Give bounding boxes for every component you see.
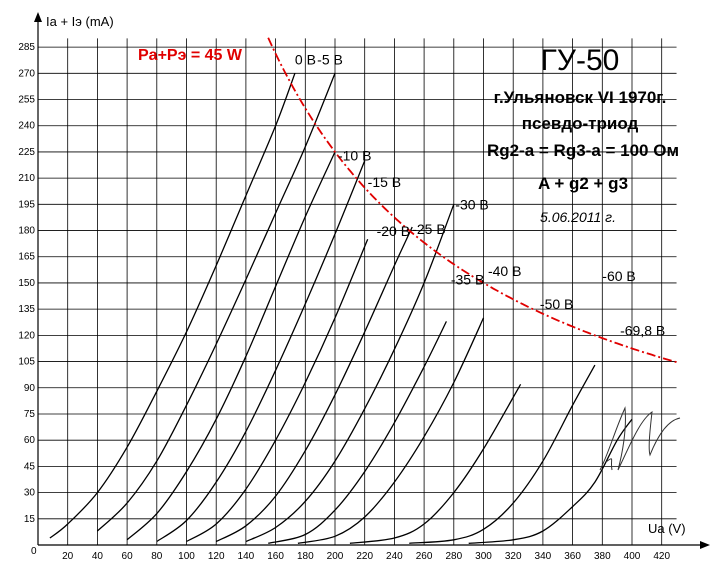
info-line-1: г.Ульяновск VI 1970г. xyxy=(494,88,667,107)
x-tick-label: 160 xyxy=(267,551,284,562)
y-axis-title: Ia + Iэ (mA) xyxy=(46,14,114,29)
x-tick-label: 20 xyxy=(62,551,74,562)
series-label: -69,8 В xyxy=(620,322,665,338)
series-line xyxy=(268,321,447,544)
x-tick-label: 320 xyxy=(505,551,522,562)
x-tick-label: 380 xyxy=(594,551,611,562)
curve-labels: 0 В -5 В -10 В -15 В -20 В -25 В -30 В -35 В-40… xyxy=(295,52,665,339)
series-line xyxy=(156,160,366,543)
x-tick-label: 260 xyxy=(416,551,433,562)
series-label: -40 В xyxy=(488,263,521,279)
info-line-4: A + g2 + g3 xyxy=(538,174,628,193)
y-tick-label: 210 xyxy=(18,173,35,184)
series-line xyxy=(215,226,413,543)
y-tick-label: 225 xyxy=(18,147,35,158)
origin-label: 0 xyxy=(31,546,37,557)
y-tick-label: 45 xyxy=(24,461,36,472)
info-line-2: псевдо-триод xyxy=(522,114,639,133)
x-tick-label: 120 xyxy=(208,551,225,562)
x-axis-arrow xyxy=(700,541,710,549)
y-tick-label: 75 xyxy=(24,409,36,420)
x-tick-label: 220 xyxy=(356,551,373,562)
series-label: -25 В xyxy=(412,221,445,237)
series-line xyxy=(49,73,296,539)
x-tick-label: 400 xyxy=(624,551,641,562)
y-tick-label: 15 xyxy=(24,514,36,525)
info-line-3: Rg2-a = Rg3-a = 100 Ом xyxy=(487,141,679,160)
axes xyxy=(34,12,710,549)
series-line xyxy=(349,383,522,544)
curves xyxy=(49,73,633,544)
tick-labels: 20 40 60 80 100 120 140 160 180 200 220 240 260 280 30… xyxy=(18,42,670,562)
series-label: -15 В xyxy=(368,174,401,190)
x-tick-label: 200 xyxy=(327,551,344,562)
x-tick-label: 280 xyxy=(445,551,462,562)
series-label: -50 В xyxy=(540,296,573,312)
series-label: -60 В xyxy=(602,268,635,284)
y-tick-label: 195 xyxy=(18,199,35,210)
series-label: -30 В xyxy=(455,197,488,213)
series-line xyxy=(96,73,336,532)
x-axis-title: Ua (V) xyxy=(648,521,686,536)
x-tick-label: 60 xyxy=(122,551,134,562)
series-label: 0 В xyxy=(295,52,316,68)
series-line xyxy=(297,317,485,544)
y-tick-label: 90 xyxy=(24,383,36,394)
y-tick-label: 30 xyxy=(24,488,36,499)
y-tick-label: 135 xyxy=(18,304,35,315)
series-line xyxy=(409,364,596,544)
series-label: -10 В xyxy=(338,148,371,164)
y-tick-label: 105 xyxy=(18,357,35,368)
power-limit-line xyxy=(267,37,677,364)
series-label: -5 В xyxy=(317,52,343,68)
series-line xyxy=(245,204,455,543)
y-tick-label: 150 xyxy=(18,278,35,289)
x-tick-label: 240 xyxy=(386,551,403,562)
date-note: 5.06.2011 г. xyxy=(540,209,616,225)
power-limit-curve xyxy=(267,37,677,364)
y-tick-label: 255 xyxy=(18,95,35,106)
x-tick-label: 420 xyxy=(653,551,670,562)
x-tick-label: 40 xyxy=(92,551,104,562)
x-tick-label: 140 xyxy=(238,551,255,562)
grid xyxy=(38,38,677,545)
x-tick-label: 360 xyxy=(564,551,581,562)
y-tick-label: 240 xyxy=(18,121,35,132)
series-label: -35 В xyxy=(451,272,484,288)
y-tick-label: 60 xyxy=(24,435,36,446)
signature-mark xyxy=(599,406,681,471)
series-line xyxy=(186,239,369,543)
x-tick-label: 340 xyxy=(535,551,552,562)
x-tick-label: 80 xyxy=(151,551,163,562)
series-label: -20 В xyxy=(377,223,410,239)
y-tick-label: 285 xyxy=(18,42,35,53)
series-line xyxy=(468,418,633,544)
y-tick-label: 120 xyxy=(18,330,35,341)
x-tick-label: 180 xyxy=(297,551,314,562)
chart-title: ГУ-50 xyxy=(541,44,620,77)
x-tick-label: 300 xyxy=(475,551,492,562)
y-tick-label: 270 xyxy=(18,68,35,79)
y-axis-arrow xyxy=(34,12,42,22)
x-tick-label: 100 xyxy=(178,551,195,562)
series-line xyxy=(126,151,336,541)
y-tick-label: 180 xyxy=(18,226,35,237)
power-limit-label: Pa+Pэ = 45 W xyxy=(138,47,243,64)
y-tick-label: 165 xyxy=(18,252,35,263)
